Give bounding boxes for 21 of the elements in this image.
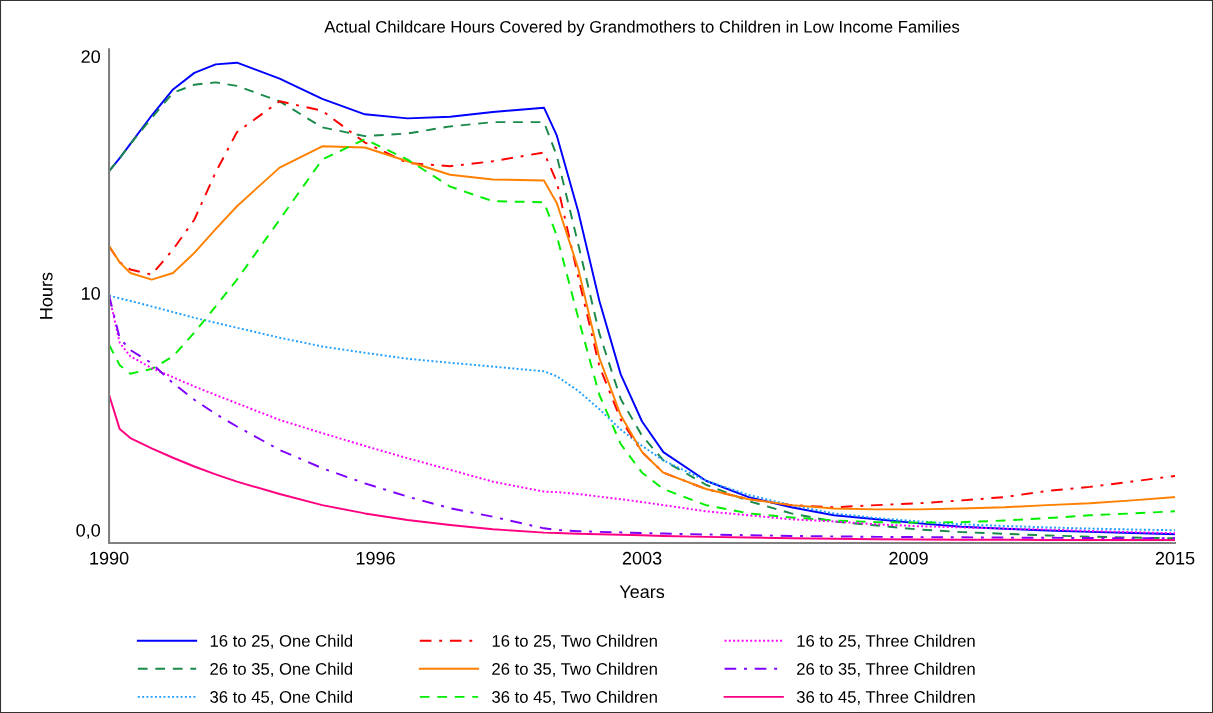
legend-label: 16 to 25, One Child — [210, 634, 353, 649]
legend-label: 36 to 45, Three Children — [796, 690, 975, 705]
x-tick-label: 2015 — [1155, 551, 1195, 565]
y-tick-label: 10 — [82, 287, 101, 300]
line-series — [109, 393, 1176, 541]
y-tick-label: 0,0 — [76, 523, 101, 539]
y-tick-label: 20 — [81, 50, 101, 64]
x-tick-label: 1996 — [356, 551, 395, 565]
y-axis-title: Hours — [40, 272, 53, 319]
legend-label: 26 to 35, Two Children — [492, 662, 657, 677]
legend-label: 36 to 45, One Child — [210, 690, 353, 705]
legend-label: 26 to 35, One Child — [210, 662, 353, 677]
legend-label: 16 to 25, Three Children — [797, 634, 975, 649]
chart-title: Actual Childcare Hours Covered by Grandmothers to Children in Low Income Families — [324, 20, 960, 36]
x-axis-title: Years — [619, 585, 665, 599]
x-tick-label: 2009 — [889, 551, 928, 565]
legend-label: 36 to 45, Two Children — [492, 690, 657, 705]
x-tick-label: 2003 — [622, 551, 662, 565]
legend-label: 16 to 25, Two Children — [492, 634, 657, 649]
x-tick-label: 1990 — [90, 551, 129, 565]
legend-label: 26 to 35, Three Children — [797, 662, 975, 677]
